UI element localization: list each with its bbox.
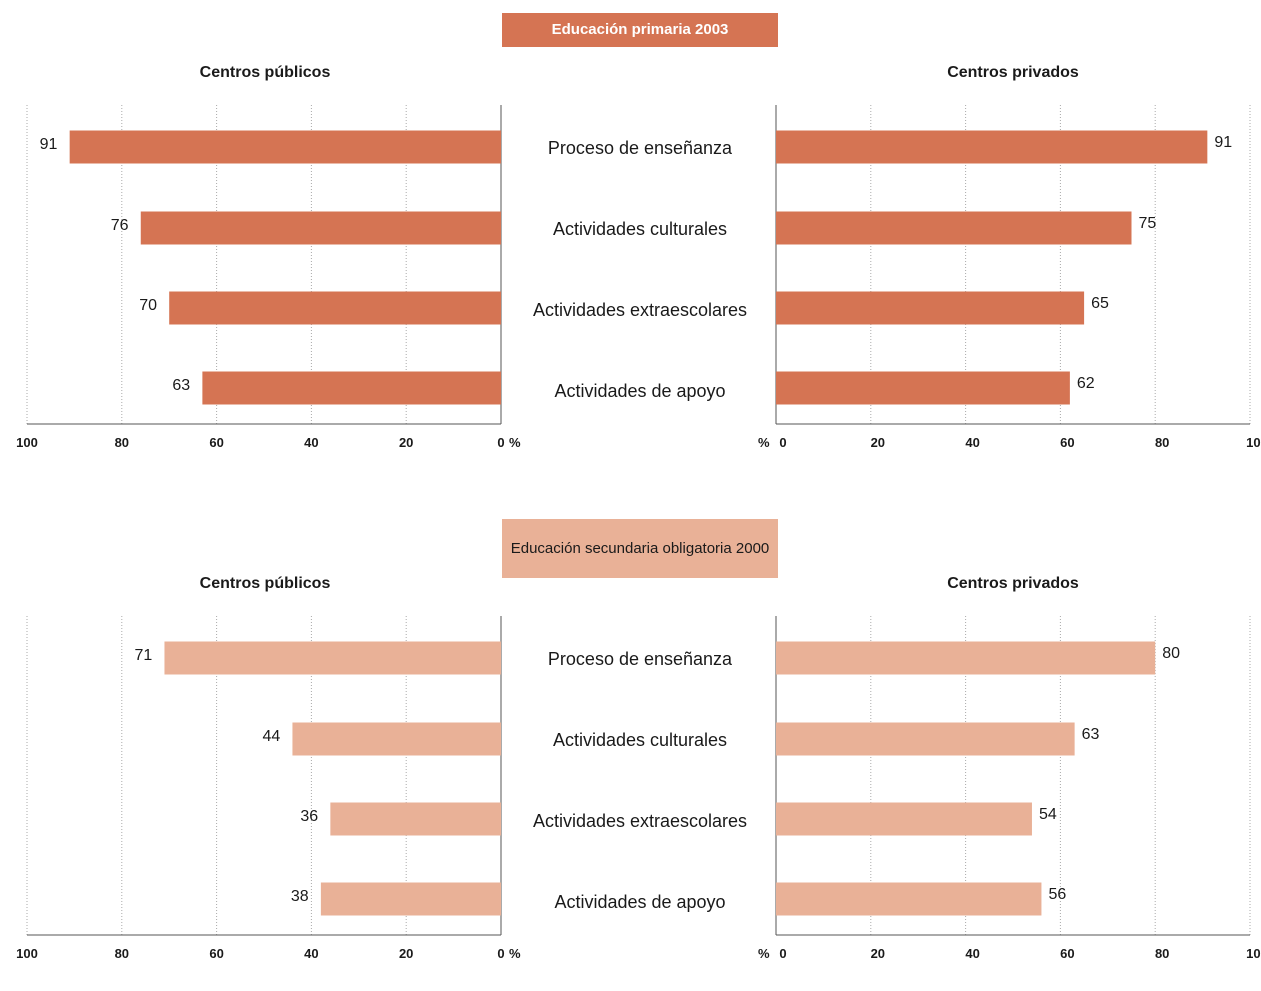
bar-publicos [202, 371, 501, 405]
tick-label-left: 20 [398, 946, 414, 961]
tick-label-right: 20 [870, 435, 886, 450]
tick-label-right: 0 [779, 946, 787, 961]
value-label-publicos: 76 [110, 217, 129, 234]
right-panel-title: Centros privados [947, 575, 1079, 592]
bar-publicos [164, 641, 501, 675]
tick-label-left: 60 [209, 435, 224, 450]
category-label: Actividades culturales [552, 219, 728, 239]
tick-label-right: 80 [1154, 435, 1170, 450]
unit-label-left: % [509, 946, 521, 961]
value-label-privados: 65 [1091, 295, 1109, 312]
tick-label-right: 100 [1246, 435, 1261, 450]
bar-privados [776, 722, 1075, 756]
value-label-privados: 63 [1081, 726, 1100, 743]
value-label-privados: 91 [1214, 134, 1233, 151]
chart-primaria: Educación primaria 2003 Centros públicos… [0, 0, 1261, 480]
value-label-privados: 54 [1038, 806, 1057, 823]
section-title: Educación primaria 2003 [502, 13, 778, 47]
tick-label-right: 0 [779, 435, 787, 450]
value-label-privados: 62 [1076, 375, 1095, 392]
tick-label-right: 60 [1060, 435, 1075, 450]
bar-publicos [320, 882, 501, 916]
value-label-publicos: 63 [172, 377, 191, 394]
tick-label-left: 20 [398, 435, 414, 450]
tick-label-left: 100 [16, 946, 38, 961]
bar-publicos [292, 722, 501, 756]
bar-publicos [140, 211, 501, 245]
bar-privados [776, 641, 1156, 675]
category-label: Actividades extraescolares [532, 300, 748, 320]
bar-privados [776, 130, 1208, 164]
tick-label-left: 100 [16, 435, 38, 450]
tick-label-right: 60 [1060, 946, 1075, 961]
tick-label-left: 0 [497, 946, 505, 961]
bar-publicos [330, 802, 501, 836]
value-label-privados: 75 [1138, 215, 1157, 232]
tick-label-right: 40 [965, 435, 980, 450]
value-label-publicos: 44 [262, 728, 281, 745]
tick-label-left: 60 [209, 946, 224, 961]
category-label: Actividades de apoyo [554, 381, 726, 401]
tick-label-left: 40 [304, 435, 319, 450]
unit-label-right: % [758, 435, 770, 450]
value-label-publicos: 36 [300, 808, 319, 825]
tick-label-left: 0 [497, 435, 505, 450]
tick-label-left: 40 [304, 946, 319, 961]
section-title: Educación secundaria obligatoria 2000 [502, 519, 778, 578]
tick-label-right: 100 [1246, 946, 1261, 961]
left-panel-title: Centros públicos [199, 575, 331, 592]
category-label: Proceso de enseñanza [547, 649, 733, 669]
category-label: Actividades extraescolares [532, 811, 748, 831]
value-label-publicos: 38 [290, 888, 309, 905]
bar-privados [776, 211, 1132, 245]
chart-primaria-svg [26, 105, 1251, 425]
tick-label-right: 80 [1154, 946, 1170, 961]
bar-privados [776, 882, 1042, 916]
bar-privados [776, 802, 1032, 836]
tick-label-right: 40 [965, 946, 980, 961]
tick-label-right: 20 [870, 946, 886, 961]
category-label: Actividades culturales [552, 730, 728, 750]
right-panel-title: Centros privados [947, 64, 1079, 81]
value-label-publicos: 91 [39, 136, 58, 153]
left-panel-title: Centros públicos [199, 64, 331, 81]
tick-label-left: 80 [114, 435, 130, 450]
bar-publicos [169, 291, 501, 325]
unit-label-right: % [758, 946, 770, 961]
chart-secundaria: Educación secundaria obligatoria 2000 Ce… [0, 511, 1261, 991]
bar-privados [776, 371, 1070, 405]
category-label: Actividades de apoyo [554, 892, 726, 912]
bar-privados [776, 291, 1085, 325]
value-label-publicos: 71 [134, 647, 153, 664]
value-label-privados: 80 [1162, 645, 1180, 662]
category-label: Proceso de enseñanza [547, 138, 733, 158]
tick-label-left: 80 [114, 946, 130, 961]
bar-publicos [69, 130, 501, 164]
value-label-privados: 56 [1048, 886, 1067, 903]
unit-label-left: % [509, 435, 521, 450]
value-label-publicos: 70 [139, 297, 157, 314]
chart-secundaria-svg [26, 616, 1251, 936]
